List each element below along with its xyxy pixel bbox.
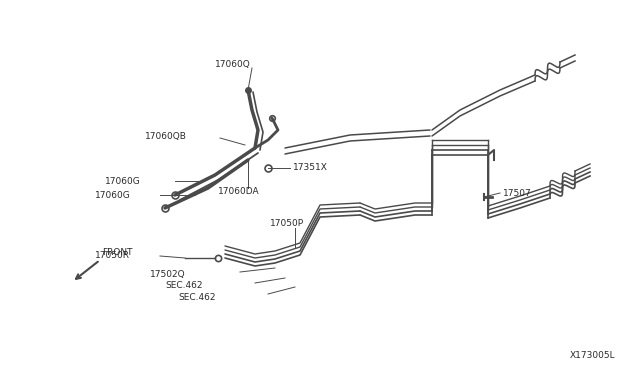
Text: 17060G: 17060G: [95, 190, 131, 199]
Text: 17060Q: 17060Q: [215, 61, 251, 70]
Text: 17050P: 17050P: [270, 219, 304, 228]
Text: SEC.462: SEC.462: [165, 280, 202, 289]
Text: FRONT: FRONT: [102, 248, 132, 257]
Text: 17351X: 17351X: [293, 164, 328, 173]
Text: X173005L: X173005L: [570, 351, 615, 360]
Text: 17507: 17507: [503, 189, 532, 198]
Text: 17060DA: 17060DA: [218, 187, 260, 196]
Text: 17060G: 17060G: [105, 176, 141, 186]
Text: SEC.462: SEC.462: [178, 292, 216, 301]
Text: 17050R: 17050R: [95, 251, 130, 260]
Text: 17502Q: 17502Q: [150, 269, 186, 279]
Text: 17060QB: 17060QB: [145, 131, 187, 141]
